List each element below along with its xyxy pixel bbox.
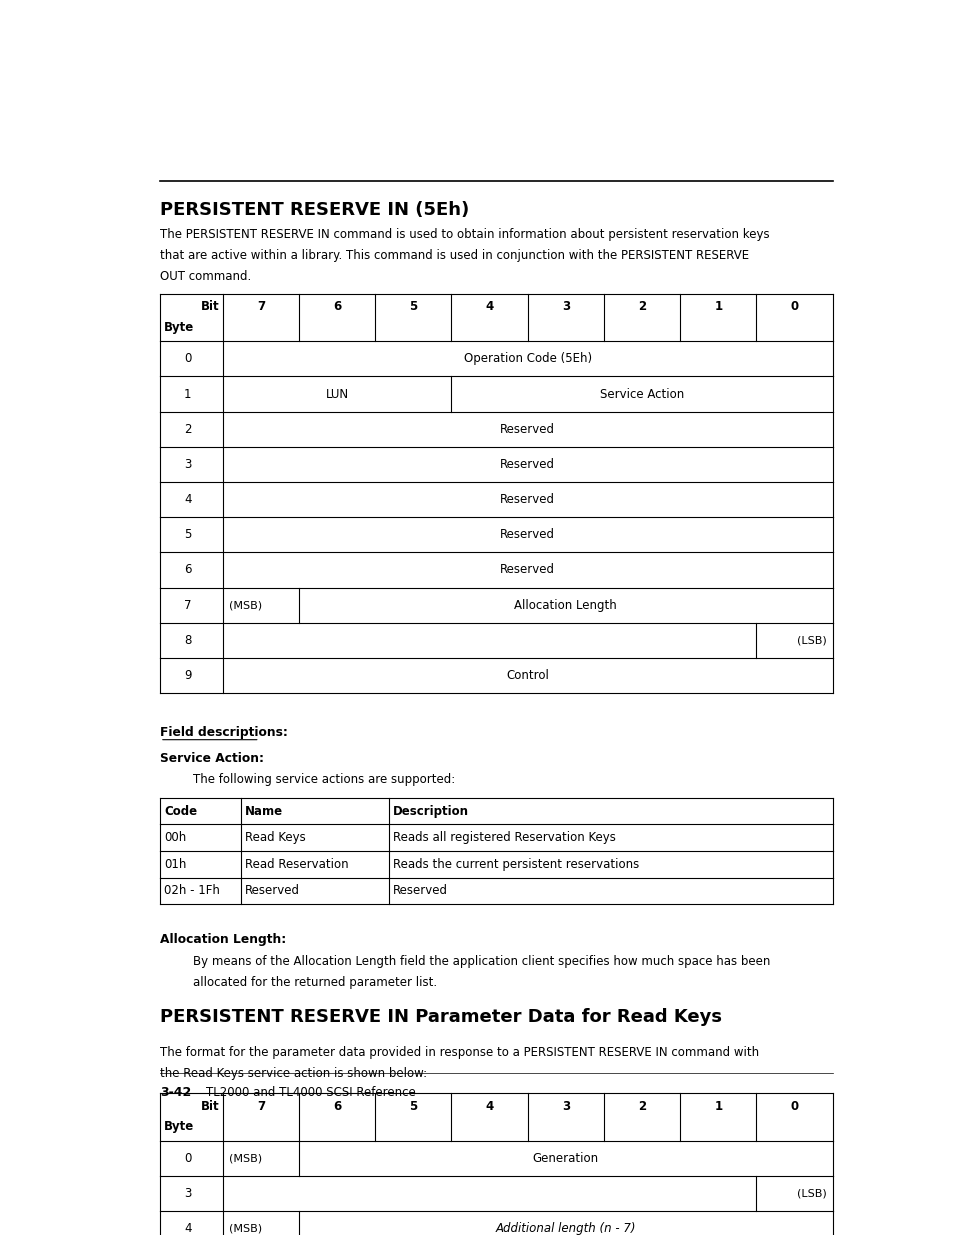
Text: 2: 2: [638, 1100, 645, 1113]
Text: Read Reservation: Read Reservation: [245, 858, 349, 871]
Text: The PERSISTENT RESERVE IN command is used to obtain information about persistent: The PERSISTENT RESERVE IN command is use…: [160, 228, 769, 241]
Text: 3-42: 3-42: [160, 1086, 191, 1099]
Text: LUN: LUN: [325, 388, 349, 400]
Text: 4: 4: [485, 1100, 494, 1113]
Text: PERSISTENT RESERVE IN Parameter Data for Read Keys: PERSISTENT RESERVE IN Parameter Data for…: [160, 1008, 721, 1026]
Text: 0: 0: [790, 300, 798, 314]
Text: 6: 6: [184, 563, 192, 577]
Text: 0: 0: [184, 1152, 192, 1165]
Text: Reserved: Reserved: [393, 884, 448, 898]
Text: Control: Control: [506, 669, 549, 682]
Text: By means of the Allocation Length field the application client specifies how muc: By means of the Allocation Length field …: [193, 955, 770, 967]
Text: 1: 1: [184, 388, 192, 400]
Text: 02h - 1Fh: 02h - 1Fh: [164, 884, 220, 898]
Text: 0: 0: [184, 352, 192, 366]
Text: 4: 4: [184, 1223, 192, 1235]
Text: 3: 3: [561, 300, 569, 314]
Text: 4: 4: [184, 493, 192, 506]
Text: (LSB): (LSB): [796, 635, 826, 646]
Text: Byte: Byte: [164, 1120, 193, 1134]
Text: Name: Name: [245, 804, 283, 818]
Text: 1: 1: [714, 300, 721, 314]
Text: 8: 8: [184, 634, 192, 647]
Text: Byte: Byte: [164, 321, 193, 333]
Text: PERSISTENT RESERVE IN (5Eh): PERSISTENT RESERVE IN (5Eh): [160, 200, 469, 219]
Text: Reserved: Reserved: [499, 493, 555, 506]
Text: Reserved: Reserved: [499, 458, 555, 471]
Text: 3: 3: [184, 458, 192, 471]
Text: 2: 2: [638, 300, 645, 314]
Text: Bit: Bit: [200, 300, 219, 314]
Text: Description: Description: [393, 804, 469, 818]
Text: 2: 2: [184, 422, 192, 436]
Text: (LSB): (LSB): [796, 1189, 826, 1199]
Text: Reserved: Reserved: [245, 884, 300, 898]
Text: 0: 0: [790, 1100, 798, 1113]
Text: The following service actions are supported:: The following service actions are suppor…: [193, 773, 455, 785]
Text: Allocation Length:: Allocation Length:: [160, 932, 286, 946]
Text: The format for the parameter data provided in response to a PERSISTENT RESERVE I: The format for the parameter data provid…: [160, 1046, 759, 1058]
Text: Reserved: Reserved: [499, 529, 555, 541]
Text: TL2000 and TL4000 SCSI Reference: TL2000 and TL4000 SCSI Reference: [206, 1086, 416, 1099]
Text: Read Keys: Read Keys: [245, 831, 306, 845]
Text: 01h: 01h: [164, 858, 187, 871]
Text: Additional length (n - 7): Additional length (n - 7): [496, 1223, 636, 1235]
Text: Reads the current persistent reservations: Reads the current persistent reservation…: [393, 858, 639, 871]
Text: Generation: Generation: [532, 1152, 598, 1165]
Text: 6: 6: [333, 300, 341, 314]
Text: 5: 5: [409, 300, 417, 314]
Text: Reserved: Reserved: [499, 563, 555, 577]
Text: Bit: Bit: [200, 1100, 219, 1113]
Text: Service Action: Service Action: [599, 388, 683, 400]
Text: 6: 6: [333, 1100, 341, 1113]
Text: 1: 1: [714, 1100, 721, 1113]
Text: Reads all registered Reservation Keys: Reads all registered Reservation Keys: [393, 831, 616, 845]
Text: 00h: 00h: [164, 831, 187, 845]
Text: Reserved: Reserved: [499, 422, 555, 436]
Text: Allocation Length: Allocation Length: [514, 599, 617, 611]
Text: (MSB): (MSB): [229, 600, 261, 610]
Text: OUT command.: OUT command.: [160, 270, 251, 283]
Text: 7: 7: [256, 1100, 265, 1113]
Text: allocated for the returned parameter list.: allocated for the returned parameter lis…: [193, 976, 436, 988]
Text: 3: 3: [184, 1187, 192, 1200]
Text: 5: 5: [184, 529, 192, 541]
Text: 3: 3: [561, 1100, 569, 1113]
Text: Operation Code (5Eh): Operation Code (5Eh): [463, 352, 591, 366]
Text: Code: Code: [164, 804, 197, 818]
Text: 9: 9: [184, 669, 192, 682]
Text: (MSB): (MSB): [229, 1153, 261, 1163]
Text: Service Action:: Service Action:: [160, 752, 264, 764]
Text: Field descriptions:: Field descriptions:: [160, 726, 288, 740]
Text: (MSB): (MSB): [229, 1224, 261, 1234]
Text: 7: 7: [184, 599, 192, 611]
Text: the Read Keys service action is shown below:: the Read Keys service action is shown be…: [160, 1067, 427, 1079]
Text: 5: 5: [409, 1100, 417, 1113]
Text: 7: 7: [256, 300, 265, 314]
Text: that are active within a library. This command is used in conjunction with the P: that are active within a library. This c…: [160, 249, 748, 262]
Text: 4: 4: [485, 300, 494, 314]
